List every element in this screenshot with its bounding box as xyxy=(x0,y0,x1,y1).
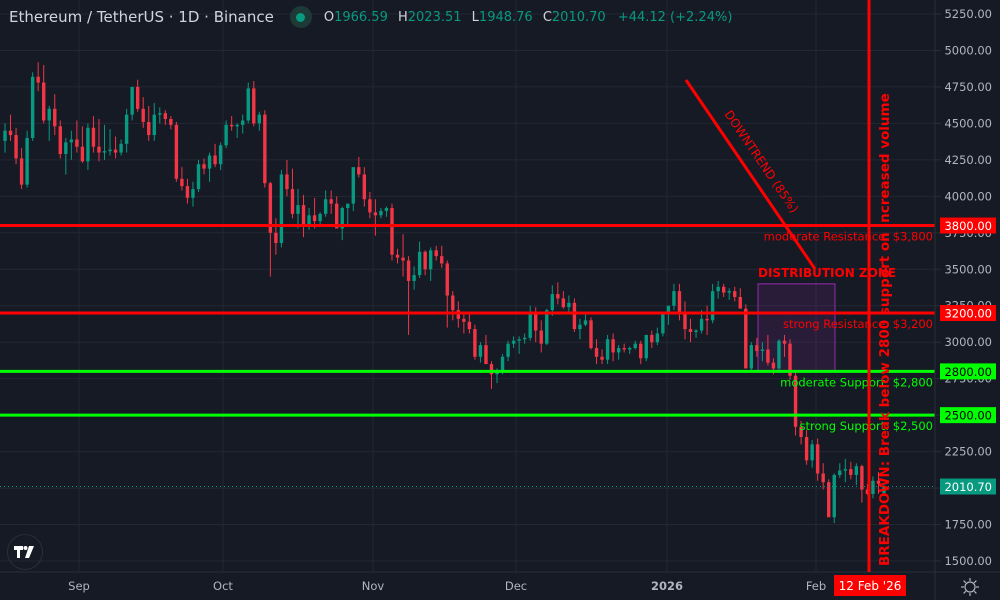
candlestick-series xyxy=(0,62,935,524)
tradingview-logo[interactable] xyxy=(7,534,43,570)
price-tick: 2250.00 xyxy=(944,445,992,459)
svg-text:3800.00: 3800.00 xyxy=(944,219,992,233)
time-tick: 2026 xyxy=(651,579,683,593)
settings-gear-icon[interactable] xyxy=(960,577,980,597)
market-status-indicator xyxy=(289,6,312,28)
price-label xyxy=(940,305,996,322)
time-tick: Sep xyxy=(68,579,90,593)
price-tick: 5250.00 xyxy=(944,7,992,21)
svg-text:2010.70: 2010.70 xyxy=(944,480,992,494)
price-label xyxy=(940,217,996,234)
symbol-title[interactable]: Ethereum / TetherUS · 1D · Binance xyxy=(9,8,274,26)
distribution-zone-label: DISTRIBUTION ZONE xyxy=(758,266,896,280)
time-tick: Oct xyxy=(213,579,233,593)
price-tick: 4500.00 xyxy=(944,116,992,130)
level-label: strong Support: $2,500 xyxy=(800,419,934,433)
time-tick: Dec xyxy=(505,579,527,593)
price-axis[interactable]: 5250.00 5000.00 4750.00 4500.00 4250.00 4000.… xyxy=(935,0,1000,572)
tradingview-logo-icon xyxy=(14,546,34,558)
open-label: O xyxy=(323,9,335,25)
level-label: moderate Resistance: $3,800 xyxy=(764,230,933,244)
price-label xyxy=(940,478,996,495)
level-label: moderate Support: $2,800 xyxy=(780,375,933,389)
close-label: C xyxy=(542,9,552,25)
price-tick: 1750.00 xyxy=(944,518,992,532)
ohlc-legend: O1966.59 H2023.51 L1948.76 C2010.70 +44.… xyxy=(324,10,733,25)
price-tick: 1500.00 xyxy=(944,554,992,568)
downtrend-line[interactable]: DOWNTREND (85%) xyxy=(684,79,817,270)
price-label xyxy=(940,407,996,424)
price-tick: 3500.00 xyxy=(944,262,992,276)
low-label: L xyxy=(471,9,479,25)
time-tick: Nov xyxy=(362,579,385,593)
level-label: strong Resistance: $3,200 xyxy=(783,317,933,331)
breakdown-label: BREAKDOWN: Break below 2800 support on i… xyxy=(877,93,893,566)
change-value: +44.12 (+2.24%) xyxy=(617,9,733,25)
close-value: 2010.70 xyxy=(551,9,606,25)
svg-text:3200.00: 3200.00 xyxy=(944,307,992,321)
date-label xyxy=(834,575,906,596)
downtrend-label: DOWNTREND (85%) xyxy=(722,108,802,216)
chart-header: Ethereum / TetherUS · 1D · Binance O1966… xyxy=(0,0,732,34)
price-tick: 4250.00 xyxy=(944,153,992,167)
breakdown-vertical-line[interactable]: BREAKDOWN: Break below 2800 support on i… xyxy=(834,0,906,596)
svg-text:2500.00: 2500.00 xyxy=(944,409,992,423)
high-label: H xyxy=(397,9,408,25)
status-dot-icon xyxy=(296,12,306,22)
svg-text:2800.00: 2800.00 xyxy=(944,365,992,379)
high-value: 2023.51 xyxy=(407,9,462,25)
price-tick: 3000.00 xyxy=(944,335,992,349)
price-tick: 5000.00 xyxy=(944,43,992,57)
support-resistance-levels[interactable]: moderate Resistance: $3,800 strong Resist… xyxy=(0,224,935,434)
svg-text:12 Feb '26: 12 Feb '26 xyxy=(839,579,902,593)
price-label xyxy=(940,363,996,380)
price-tick: 4750.00 xyxy=(944,80,992,94)
low-value: 1948.76 xyxy=(478,9,533,25)
open-value: 1966.59 xyxy=(334,9,388,25)
price-tick: 4000.00 xyxy=(944,189,992,203)
time-tick: Feb xyxy=(806,579,826,593)
